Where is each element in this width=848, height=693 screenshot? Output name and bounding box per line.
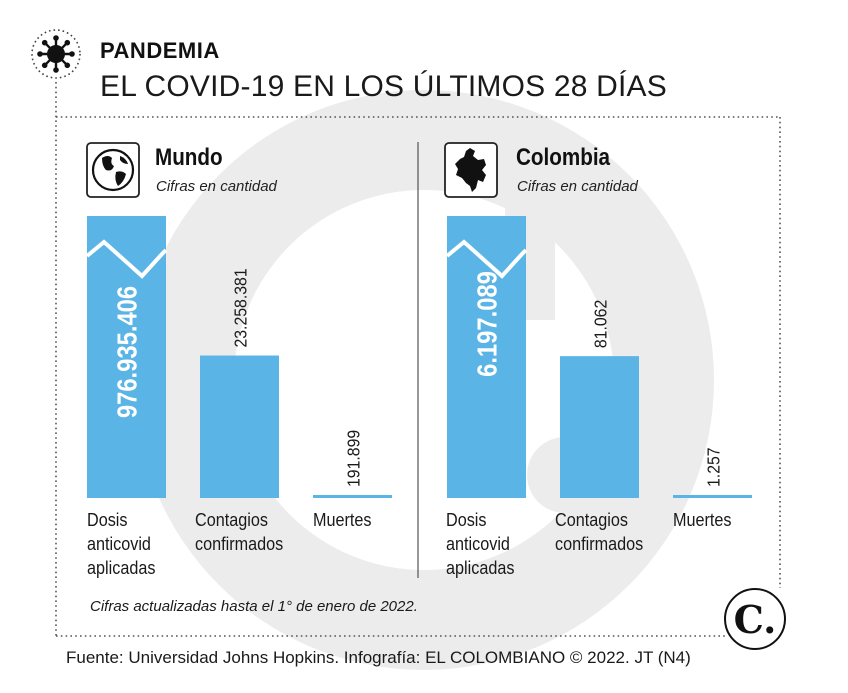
colombia-map-icon — [444, 142, 498, 198]
category-label-line: confirmados — [555, 534, 644, 554]
axis-break-mark — [85, 239, 168, 279]
category-label: Dosis anticovid aplicadas — [446, 508, 514, 580]
virus-icon — [31, 29, 81, 79]
page-title: EL COVID-19 EN LOS ÚLTIMOS 28 DÍAS — [100, 70, 667, 103]
category-label-line: aplicadas — [446, 558, 515, 578]
panel-title-mundo: Mundo — [155, 144, 223, 171]
category-label: Contagios confirmados — [195, 508, 283, 556]
el-colombiano-logo: C. — [724, 588, 786, 650]
panel-subtitle-mundo: Cifras en cantidad — [156, 178, 277, 195]
data-label: 81.062 — [591, 300, 611, 348]
data-label: 191.899 — [344, 430, 364, 487]
panel-title-colombia: Colombia — [516, 144, 611, 171]
panel-subtitle-colombia: Cifras en cantidad — [517, 178, 638, 195]
category-label-line: anticovid — [446, 534, 510, 554]
category-label-line: anticovid — [87, 534, 151, 554]
category-label-line: Dosis — [87, 510, 128, 530]
bar — [313, 495, 392, 498]
bar-chart-colombia: 6.197.089 81.062 1.257 — [445, 216, 752, 498]
category-label-line: Dosis — [446, 510, 487, 530]
category-label-line: Muertes — [673, 510, 732, 530]
axis-break-mark — [445, 239, 528, 279]
data-label: 6.197.089 — [471, 271, 503, 377]
globe-icon — [86, 142, 140, 198]
category-label-line: Contagios — [195, 510, 268, 530]
category-label-line: confirmados — [195, 534, 284, 554]
data-label: 1.257 — [704, 447, 724, 487]
data-label: 23.258.381 — [231, 268, 251, 347]
category-label: Contagios confirmados — [555, 508, 643, 556]
category-label-line: aplicadas — [87, 558, 156, 578]
category-label-line: Contagios — [555, 510, 628, 530]
bar — [673, 495, 752, 498]
kicker: PANDEMIA — [100, 38, 220, 63]
category-label: Muertes — [313, 508, 372, 532]
category-label-line: Muertes — [313, 510, 372, 530]
footnote: Cifras actualizadas hasta el 1° de enero… — [90, 598, 418, 615]
data-label: 976.935.406 — [111, 286, 143, 418]
bar — [560, 356, 639, 498]
category-label: Muertes — [673, 508, 732, 532]
logo-letter: C. — [733, 596, 777, 642]
bar-chart-mundo: 976.935.406 23.258.381 191.899 — [85, 216, 392, 498]
source-credit: Fuente: Universidad Johns Hopkins. Infog… — [66, 648, 691, 667]
bar — [200, 355, 279, 498]
category-label: Dosis anticovid aplicadas — [87, 508, 155, 580]
